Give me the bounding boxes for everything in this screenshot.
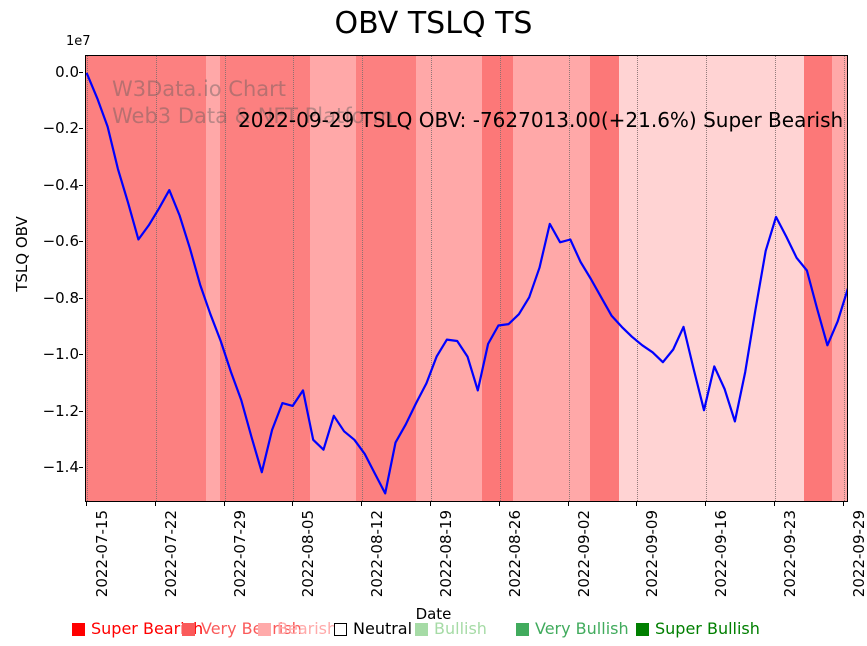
gridline <box>499 56 501 501</box>
x-tick-label: 2022-08-05 <box>299 510 318 598</box>
sentiment-band <box>86 56 206 501</box>
legend-label: Very Bearish <box>201 619 302 638</box>
plot-area[interactable]: W3Data.io Chart Web3 Data & NFT Platform… <box>85 55 848 502</box>
sentiment-band <box>513 56 590 501</box>
sentiment-band <box>356 56 416 501</box>
legend-swatch-icon <box>636 622 649 636</box>
y-tick-label: −0.8 <box>42 288 79 307</box>
x-tick-mark <box>154 502 156 506</box>
sentiment-band <box>310 56 356 501</box>
x-tick-label: 2022-09-29 <box>849 510 867 598</box>
gridline <box>362 56 364 501</box>
y-tick-mark <box>79 184 83 186</box>
x-tick-label: 2022-09-09 <box>643 510 662 598</box>
x-tick-label: 2022-07-15 <box>93 510 111 598</box>
latest-value-annotation: 2022-09-29 TSLQ OBV: -7627013.00(+21.6%)… <box>238 108 844 132</box>
y-tick-label: −1.0 <box>42 345 79 364</box>
gridline <box>843 56 845 501</box>
legend-swatch-icon <box>182 622 195 636</box>
x-tick-mark <box>430 502 431 506</box>
legend-label: Super Bearish <box>91 619 204 638</box>
page-title: OBV TSLQ TS <box>334 6 533 41</box>
legend-entry[interactable]: Super Bullish <box>636 618 760 640</box>
gridline <box>431 56 432 501</box>
y-tick-mark <box>79 72 83 73</box>
legend-label: Neutral <box>353 619 413 638</box>
legend-entry[interactable]: Neutral <box>334 618 412 640</box>
sentiment-band <box>619 56 804 501</box>
x-tick-mark <box>498 502 500 506</box>
x-tick-label: 2022-07-22 <box>161 510 180 598</box>
x-tick-label: 2022-08-19 <box>437 510 455 598</box>
x-axis-title: Date <box>415 605 452 623</box>
y-tick-label: −0.4 <box>42 175 79 194</box>
x-tick-label: 2022-09-16 <box>712 510 731 598</box>
y-tick-mark <box>79 354 83 356</box>
sentiment-legend: Super Bearish Very Bearish Bearish Neutral B… <box>0 618 867 642</box>
x-tick-label: 2022-07-29 <box>230 510 249 598</box>
legend-entry[interactable]: Very Bullish <box>516 618 629 640</box>
x-tick-mark <box>223 502 225 506</box>
legend-label: Super Bullish <box>655 619 760 638</box>
obv-line-series <box>86 72 847 495</box>
legend-entry[interactable]: Super Bearish <box>72 618 203 640</box>
y-tick-mark <box>79 297 83 299</box>
y-tick-label: −0.2 <box>42 119 79 138</box>
sentiment-band <box>220 56 310 501</box>
gridline <box>87 56 88 501</box>
sentiment-band <box>206 56 220 501</box>
legend-swatch-icon <box>72 622 85 636</box>
y-tick-label: −1.2 <box>42 401 79 420</box>
legend-swatch-icon <box>516 622 529 636</box>
x-tick-mark <box>842 502 844 506</box>
legend-swatch-icon <box>258 622 271 636</box>
y-tick-label: −1.4 <box>42 458 79 476</box>
x-tick-mark <box>292 502 294 506</box>
legend-label: Bullish <box>434 619 487 638</box>
x-tick-label: 2022-09-23 <box>781 510 799 598</box>
x-tick-mark <box>567 502 569 506</box>
legend-entry[interactable]: Very Bearish <box>182 618 302 640</box>
gridline <box>155 56 157 501</box>
watermark-line-2: Web3 Data & NFT Platform <box>112 104 394 128</box>
legend-swatch-icon <box>334 622 347 636</box>
x-tick-mark <box>636 502 638 506</box>
y-tick-label: 0.0 <box>55 63 79 81</box>
sentiment-band <box>482 56 513 501</box>
x-tick-mark <box>361 502 363 506</box>
x-tick-label: 2022-09-02 <box>574 510 593 598</box>
y-tick-mark <box>79 128 83 130</box>
legend-swatch-icon <box>415 622 428 636</box>
y-tick-mark <box>79 467 83 468</box>
sentiment-band <box>416 56 482 501</box>
legend-entry[interactable]: Bearish <box>258 618 337 640</box>
x-tick-mark <box>705 502 707 506</box>
gridline <box>568 56 570 501</box>
y-tick-mark <box>79 410 83 412</box>
y-tick-mark <box>79 241 83 243</box>
y-axis-offset-label: 1e7 <box>66 34 91 49</box>
gridline <box>293 56 295 501</box>
sentiment-band <box>590 56 619 501</box>
x-tick-mark <box>86 502 87 506</box>
legend-entry[interactable]: Bullish <box>415 618 487 640</box>
y-tick-label: −0.6 <box>42 232 79 251</box>
y-axis-ticks: 0.0 −0.2 −0.4 −0.6 −0.8 −1.0 −1.2 −1.4 <box>0 0 83 646</box>
x-tick-label: 2022-08-26 <box>505 510 524 598</box>
legend-label: Bearish <box>277 619 338 638</box>
gridline <box>706 56 708 501</box>
x-tick-mark <box>774 502 775 506</box>
watermark-line-1: W3Data.io Chart <box>112 77 287 101</box>
gridline <box>637 56 639 501</box>
x-tick-label: 2022-08-12 <box>368 510 387 598</box>
gridline <box>775 56 776 501</box>
gridline <box>224 56 226 501</box>
legend-label: Very Bullish <box>535 619 629 638</box>
sentiment-band <box>832 56 847 501</box>
